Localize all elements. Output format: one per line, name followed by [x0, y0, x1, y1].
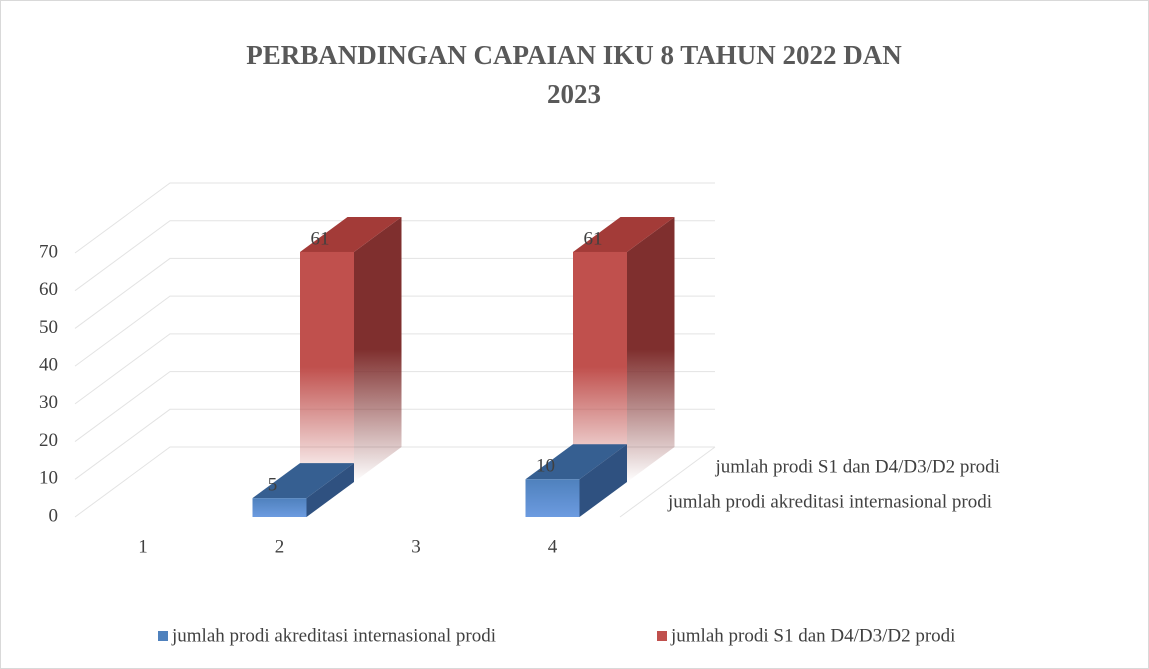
bar-front: [300, 251, 354, 482]
data-label: 61: [584, 228, 603, 249]
y-tick-label: 70: [39, 241, 58, 262]
y-tick-label: 60: [39, 279, 58, 300]
depth-axis: [619, 446, 716, 518]
grid-line: [74, 408, 715, 480]
grid-line: [74, 295, 715, 367]
bar-top: [573, 216, 675, 252]
bar-front: [525, 479, 580, 517]
bar-top: [525, 444, 627, 480]
y-tick-label: 50: [39, 317, 58, 338]
y-tick-label: 0: [49, 505, 59, 526]
bar-front: [252, 498, 307, 517]
x-tick-label: 4: [548, 536, 558, 557]
x-tick-label: 2: [275, 536, 285, 557]
y-tick-label: 30: [39, 392, 58, 413]
grid-line: [74, 446, 715, 518]
bar-side: [306, 463, 354, 517]
depth-label: jumlah prodi S1 dan D4/D3/D2 prodi: [715, 456, 1000, 477]
bar-front: [573, 251, 627, 482]
data-label: 5: [268, 475, 278, 496]
bar-top: [300, 216, 402, 252]
y-tick-label: 40: [39, 355, 58, 376]
legend-label: jumlah prodi S1 dan D4/D3/D2 prodi: [670, 625, 955, 646]
bar: [525, 444, 627, 517]
legend-label: jumlah prodi akreditasi internasional pr…: [171, 625, 496, 646]
grid-line: [74, 220, 715, 292]
bar-side: [354, 216, 402, 482]
grid-line: [74, 371, 715, 442]
legend-swatch: [657, 631, 667, 641]
y-tick-label: 20: [39, 430, 58, 451]
x-tick-label: 3: [411, 536, 421, 557]
bar-side: [579, 444, 627, 517]
bar: [252, 463, 354, 517]
data-label: 10: [536, 456, 555, 477]
bar: [300, 216, 402, 482]
data-label: 61: [311, 228, 330, 249]
grid-line: [74, 257, 715, 329]
bar: [573, 216, 675, 482]
x-tick-label: 1: [138, 536, 148, 557]
chart-title: PERBANDINGAN CAPAIAN IKU 8 TAHUN 2022 DA…: [246, 40, 902, 109]
grid-line: [74, 182, 715, 254]
y-tick-label: 10: [39, 468, 58, 489]
grid-line: [74, 333, 715, 405]
bar-top: [252, 463, 354, 499]
depth-label: jumlah prodi akreditasi internasional pr…: [667, 491, 992, 512]
bar-side: [627, 216, 675, 482]
legend-swatch: [158, 631, 168, 641]
